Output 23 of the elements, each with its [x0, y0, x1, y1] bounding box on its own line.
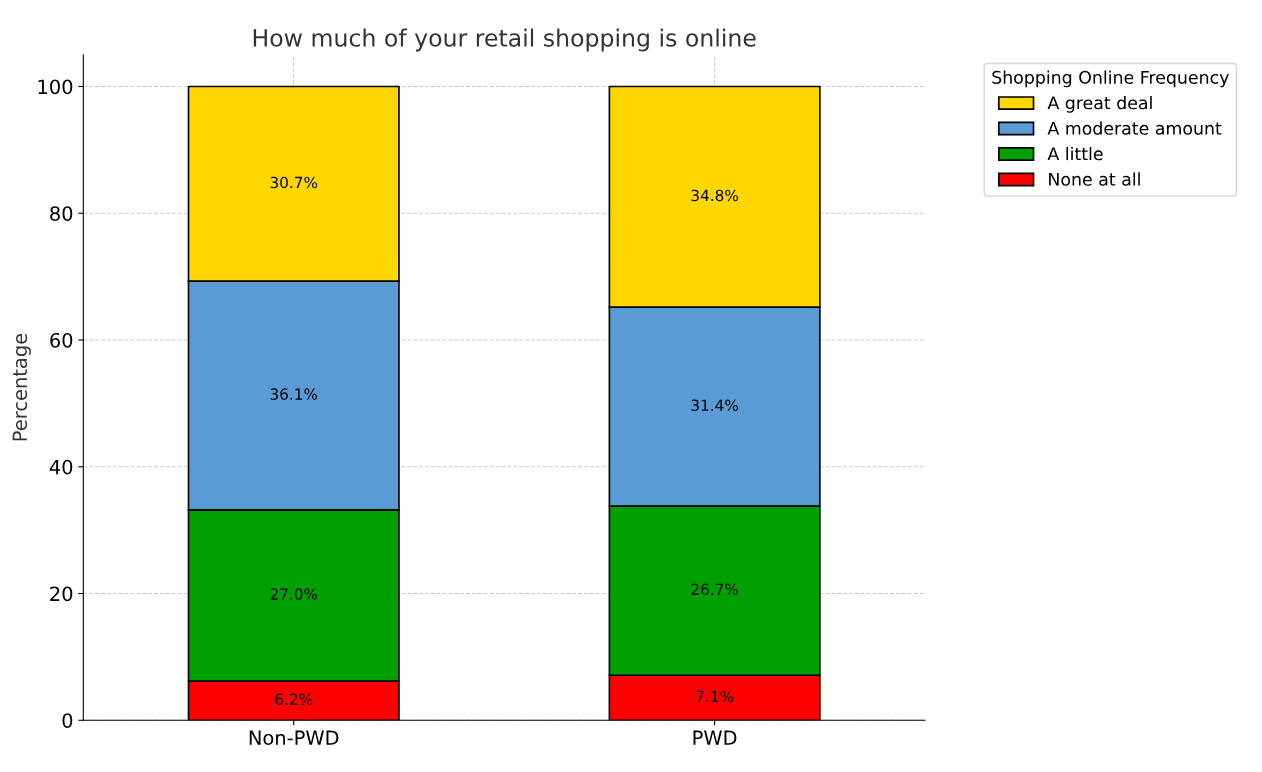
- data-label: 36.1%: [270, 388, 318, 400]
- y-tick-label: 40: [49, 459, 73, 475]
- x-tick-label: PWD: [693, 730, 737, 745]
- legend-label: None at all: [1049, 172, 1140, 186]
- data-label: 26.7%: [691, 583, 739, 596]
- y-axis-title: Percentage: [12, 333, 31, 441]
- y-tick-label: 60: [50, 332, 73, 348]
- legend-label: A little: [1047, 146, 1103, 161]
- legend-title: Shopping Online Frequency: [992, 70, 1229, 88]
- data-label: 6.2%: [275, 693, 313, 706]
- data-label: 31.4%: [691, 399, 739, 411]
- y-tick-label: 20: [50, 586, 73, 602]
- y-tick-label: 0: [62, 713, 73, 728]
- data-label: 34.8%: [691, 189, 739, 202]
- chart-title: How much of your retail shopping is online: [253, 28, 756, 52]
- data-label: 30.7%: [270, 176, 318, 189]
- data-label: 27.0%: [270, 588, 318, 600]
- data-label: 7.1%: [696, 690, 734, 703]
- x-tick-label: Non-PWD: [249, 730, 339, 746]
- y-tick-label: 100: [38, 79, 73, 95]
- legend-label: A moderate amount: [1047, 121, 1222, 135]
- y-tick-label: 80: [50, 206, 73, 221]
- legend-label: A great deal: [1047, 95, 1152, 113]
